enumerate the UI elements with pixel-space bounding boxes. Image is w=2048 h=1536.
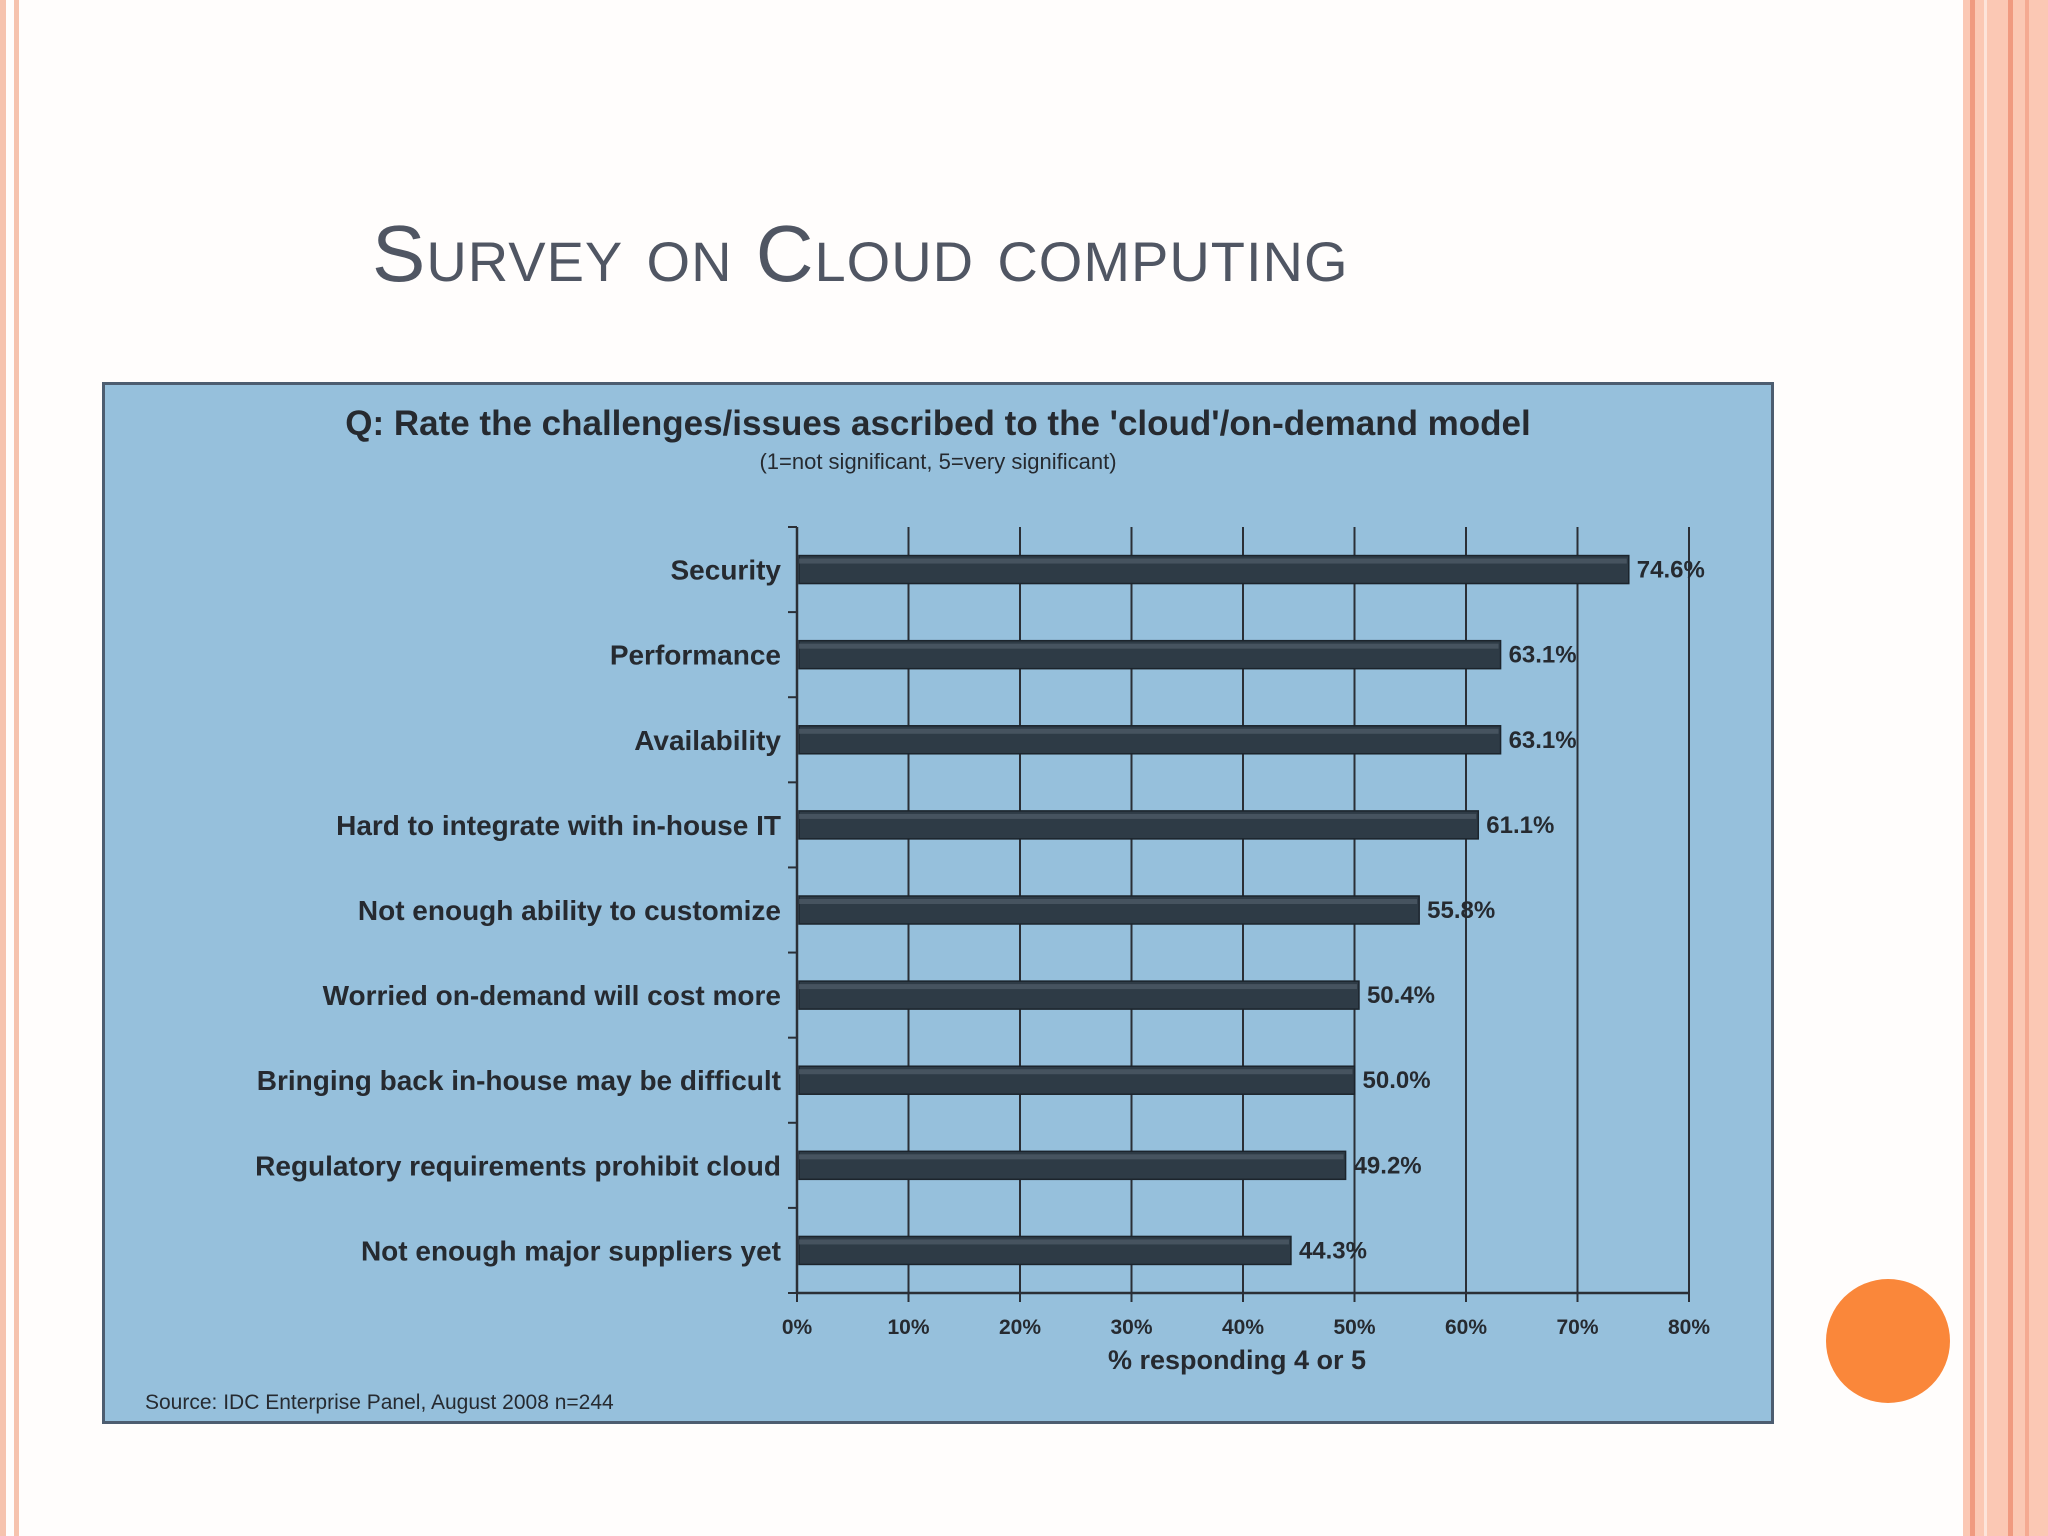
slide-title: Survey on Cloud computing: [372, 209, 1349, 298]
right-border-line: [2025, 0, 2029, 1536]
value-label: 63.1%: [1509, 727, 1577, 754]
x-tick-label: 70%: [1556, 1316, 1598, 1339]
x-tick-label: 40%: [1222, 1316, 1264, 1339]
x-axis-label: % responding 4 or 5: [1108, 1345, 1366, 1375]
x-tick-label: 80%: [1668, 1316, 1710, 1339]
right-border-panel: [1963, 0, 2048, 1536]
value-label: 63.1%: [1509, 642, 1577, 669]
value-label: 50.0%: [1363, 1067, 1431, 1094]
category-label: Not enough major suppliers yet: [361, 1235, 781, 1266]
bars: Security 74.6% Performance 63.1% Availabilit…: [255, 555, 1705, 1267]
bar-highlight: [799, 1239, 1289, 1245]
bar-highlight: [799, 1069, 1353, 1075]
bar-chart: Q: Rate the challenges/issues ascribed t…: [145, 404, 1710, 1414]
value-label: 49.2%: [1354, 1152, 1422, 1179]
left-border-stripe: [0, 0, 6, 1536]
bar-highlight: [799, 643, 1499, 649]
category-label: Hard to integrate with in-house IT: [336, 810, 781, 841]
chart-title: Q: Rate the challenges/issues ascribed t…: [345, 404, 1531, 443]
value-label: 74.6%: [1637, 557, 1705, 584]
category-label: Security: [671, 555, 782, 586]
chart-panel: Q: Rate the challenges/issues ascribed t…: [102, 382, 1774, 1424]
x-tick-label: 10%: [887, 1316, 929, 1339]
category-label: Bringing back in-house may be difficult: [257, 1065, 781, 1096]
x-tick-label: 0%: [782, 1316, 813, 1339]
axes: 0% 10% 20% 30% 40% 50% 60% 70% 80%: [782, 526, 1710, 1339]
bar-highlight: [799, 899, 1418, 904]
bar-highlight: [799, 984, 1357, 990]
source-note: Source: IDC Enterprise Panel, August 200…: [145, 1391, 614, 1414]
value-label: 55.8%: [1427, 897, 1495, 924]
category-label: Regulatory requirements prohibit cloud: [255, 1150, 781, 1181]
category-label: Performance: [610, 640, 781, 671]
category-label: Not enough ability to customize: [358, 895, 781, 926]
right-border-line: [1984, 0, 1987, 1536]
x-tick-label: 50%: [1333, 1316, 1375, 1339]
x-tick-label: 20%: [999, 1316, 1041, 1339]
bar-highlight: [799, 558, 1627, 564]
bar-highlight: [799, 728, 1499, 734]
chart-subtitle: (1=not significant, 5=very significant): [759, 449, 1116, 474]
value-label: 44.3%: [1299, 1237, 1367, 1264]
right-border-line: [1970, 0, 1975, 1536]
value-label: 50.4%: [1367, 982, 1435, 1009]
value-label: 61.1%: [1486, 812, 1554, 839]
bar-highlight: [799, 1154, 1344, 1160]
category-label: Worried on-demand will cost more: [323, 980, 781, 1011]
category-label: Availability: [634, 725, 781, 756]
x-tick-label: 30%: [1110, 1316, 1152, 1339]
right-border-line: [2008, 0, 2013, 1536]
x-tick-label: 60%: [1445, 1316, 1487, 1339]
bar-highlight: [799, 813, 1477, 819]
accent-circle: [1826, 1279, 1950, 1403]
left-border-line: [14, 0, 19, 1536]
